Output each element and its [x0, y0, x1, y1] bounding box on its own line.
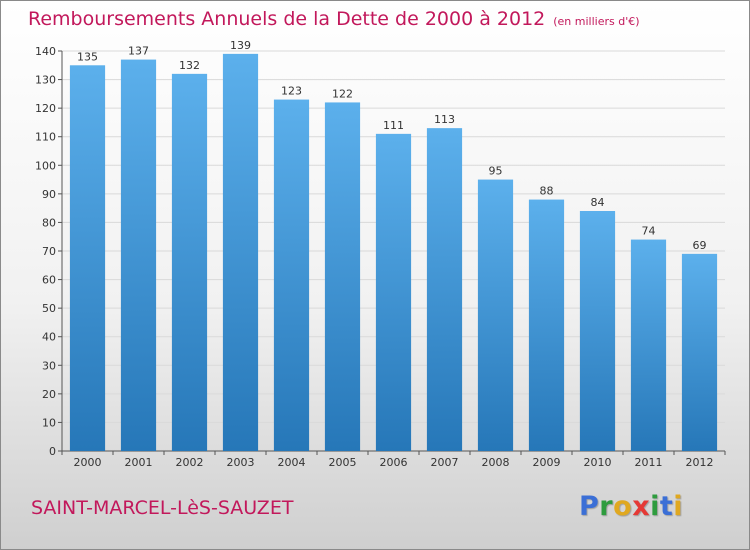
data-label-2009: 88: [540, 185, 554, 198]
y-tick-label: 120: [35, 102, 56, 115]
data-label-2004: 123: [281, 85, 302, 98]
y-tick-label: 100: [35, 159, 56, 172]
data-label-2008: 95: [489, 165, 503, 178]
y-tick-label: 110: [35, 131, 56, 144]
chart-title: Remboursements Annuels de la Dette de 20…: [28, 8, 640, 30]
x-tick-label-2000: 2000: [74, 456, 102, 469]
logo-letter: o: [613, 491, 633, 522]
bar-2006: [375, 133, 412, 451]
bar-2007: [426, 128, 463, 451]
x-tick-label-2002: 2002: [176, 456, 204, 469]
bar-2010: [579, 211, 616, 451]
commune-name: SAINT-MARCEL-LèS-SAUZET: [31, 497, 294, 519]
data-label-2002: 132: [179, 59, 200, 72]
bar-2008: [477, 179, 514, 452]
y-tick-label: 60: [42, 274, 56, 287]
logo-letter: r: [599, 491, 614, 522]
bar-2002: [171, 73, 208, 451]
y-tick-label: 130: [35, 74, 56, 87]
chart-title-text: Remboursements Annuels de la Dette de 20…: [28, 8, 546, 30]
logo-letter: i: [673, 491, 684, 522]
y-tick-label: 0: [49, 445, 56, 458]
x-tick-label-2004: 2004: [278, 456, 306, 469]
x-tick-label-2003: 2003: [227, 456, 255, 469]
data-label-2000: 135: [77, 50, 98, 63]
x-tick-labels: 2000 2001 2002 2003 2004 2005 2006 2007 2008 2009…: [74, 456, 714, 469]
bar-2005: [324, 102, 361, 451]
x-tick-label-2007: 2007: [431, 456, 459, 469]
bars: [69, 53, 718, 452]
x-tick-label-2001: 2001: [125, 456, 153, 469]
bar-2011: [630, 239, 667, 451]
logo-letter: P: [579, 491, 600, 522]
data-label-2007: 113: [434, 113, 455, 126]
unit-label: (en milliers d'€): [553, 15, 640, 28]
y-tick-label: 10: [42, 416, 56, 429]
proxiti-logo: Proxiti: [579, 491, 683, 522]
x-tick-label-2005: 2005: [329, 456, 357, 469]
logo-letter: i: [650, 491, 660, 522]
logo-letter: t: [659, 491, 674, 522]
data-label-2010: 84: [591, 196, 605, 209]
bar-2009: [528, 199, 565, 451]
bar-2004: [273, 99, 310, 452]
data-label-2001: 137: [128, 45, 149, 58]
y-tick-label: 140: [35, 45, 56, 58]
x-tick-label-2010: 2010: [584, 456, 612, 469]
logo-letter: x: [632, 491, 651, 522]
y-tick-labels: 0 10 20 30 40 50 60 70 80 90 100 110 120 130 140: [35, 45, 56, 458]
x-tick-label-2008: 2008: [482, 456, 510, 469]
bar-2003: [222, 53, 259, 451]
bar-2000: [69, 65, 106, 452]
y-tick-label: 50: [42, 302, 56, 315]
x-tick-label-2012: 2012: [686, 456, 714, 469]
bar-2001: [120, 59, 157, 451]
data-label-2006: 111: [383, 119, 404, 132]
y-tick-label: 40: [42, 331, 56, 344]
x-tick-label-2011: 2011: [635, 456, 663, 469]
y-tick-label: 30: [42, 359, 56, 372]
bar-2012: [681, 253, 718, 451]
data-label-2012: 69: [693, 239, 707, 252]
x-tick-label-2009: 2009: [533, 456, 561, 469]
y-tick-label: 20: [42, 388, 56, 401]
y-tick-label: 80: [42, 216, 56, 229]
data-label-2005: 122: [332, 87, 353, 100]
y-tick-label: 70: [42, 245, 56, 258]
data-labels: 135 137 132 139 123 122 111 113 95 88 84 74 69: [77, 39, 707, 252]
data-label-2003: 139: [230, 39, 251, 52]
data-label-2011: 74: [642, 225, 656, 238]
y-tick-label: 90: [42, 188, 56, 201]
x-tick-label-2006: 2006: [380, 456, 408, 469]
